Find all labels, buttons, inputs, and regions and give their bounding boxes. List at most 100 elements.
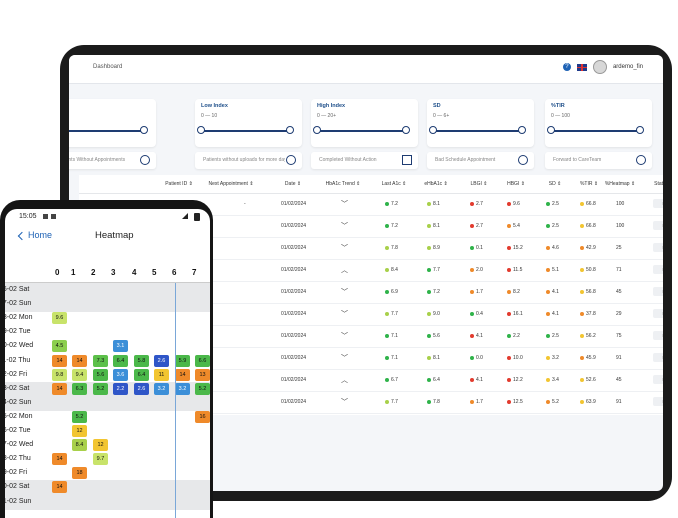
slider-track[interactable]	[551, 130, 640, 132]
table-row[interactable]: 01/02/2024 ﹀ 6.9 7.2 1.7 8.2 4.1 56.8 45 New	[79, 281, 663, 304]
table-row[interactable]: 01/02/2024 ﹀ 7.7 7.8 1.7 12.5 5.2 63.9 91 New	[79, 391, 663, 414]
heatmap-cell[interactable]: 16	[195, 410, 210, 423]
heatmap-cell[interactable]: 9.4	[72, 368, 87, 381]
heatmap-cell[interactable]: 14	[52, 481, 67, 494]
table-row[interactable]: 01/02/2024 ﹀ 7.1 8.1 0.0 10.0 3.2 45.9 91 New	[79, 347, 663, 370]
filter-card[interactable]: Low Index 0 — 10	[195, 99, 302, 147]
column-header[interactable]: Next Appointment ⇕	[208, 181, 254, 187]
status-badge[interactable]: New	[653, 353, 663, 362]
heatmap-cell[interactable]: 12	[93, 439, 108, 452]
slider-handle-max[interactable]	[402, 126, 410, 134]
filter-card[interactable]: SD 0 — 6+	[427, 99, 534, 147]
chevron-down-icon[interactable]: ﹀	[341, 201, 348, 208]
heatmap-cell[interactable]: 5.6	[93, 368, 108, 381]
help-icon[interactable]: ?	[562, 63, 571, 71]
uk-flag-icon[interactable]	[576, 63, 587, 71]
slider-handle-max[interactable]	[518, 126, 526, 134]
action-button[interactable]: Forward to CareTeam	[545, 152, 652, 169]
table-row[interactable]: 01/02/2024 ︿ 6.7 6.4 4.1 12.2 3.4 52.6 45 New	[79, 369, 663, 392]
table-row[interactable]: 01/02/2024 ﹀ 7.8 8.9 0.1 15.2 4.6 42.9 25 New	[79, 237, 663, 260]
column-header[interactable]: SD ⇕	[548, 181, 562, 187]
status-badge[interactable]: New	[653, 309, 663, 318]
status-badge[interactable]: New	[653, 331, 663, 340]
heatmap-cell[interactable]: 3.2	[175, 382, 190, 395]
status-badge[interactable]: New	[653, 243, 663, 252]
table-row[interactable]: 01/02/2024 ︿ 8.4 7.7 2.0 11.5 5.1 50.8 71 New	[79, 259, 663, 282]
heatmap-cell[interactable]: 6.3	[72, 382, 87, 395]
heatmap-cell[interactable]: 14	[52, 354, 67, 367]
heatmap-cell[interactable]: 2.6	[134, 382, 149, 395]
avatar[interactable]	[592, 60, 607, 74]
column-header[interactable]: Status ⇕	[654, 181, 663, 187]
slider-handle-min[interactable]	[547, 126, 555, 134]
chevron-down-icon[interactable]: ﹀	[341, 245, 348, 252]
column-header[interactable]: LBGI ⇕	[470, 181, 488, 187]
filter-card[interactable]: High Index 0 — 20+	[311, 99, 418, 147]
heatmap-cell[interactable]: 12	[72, 425, 87, 437]
chevron-down-icon[interactable]: ﹀	[341, 355, 348, 362]
column-header[interactable]: eHbA1c ⇕	[424, 181, 448, 187]
chevron-down-icon[interactable]: ﹀	[341, 399, 348, 406]
action-button[interactable]: Completed Without Action	[311, 152, 418, 169]
heatmap-cell[interactable]: 3.6	[113, 368, 128, 381]
heatmap-cell[interactable]: 9.8	[52, 368, 67, 381]
action-button[interactable]: Patients without uploads for more days t…	[195, 152, 302, 169]
heatmap-cell[interactable]: 8.4	[72, 439, 87, 452]
slider-handle-max[interactable]	[636, 126, 644, 134]
heatmap-cell[interactable]: 11	[154, 368, 169, 381]
heatmap-cell[interactable]: 3.2	[154, 382, 169, 395]
chevron-down-icon[interactable]: ﹀	[341, 223, 348, 230]
column-header[interactable]: Last A1c ⇕	[381, 181, 407, 187]
column-header[interactable]: Date ⇕	[284, 181, 302, 187]
heatmap-cell[interactable]: 3.1	[113, 340, 128, 353]
slider-handle-min[interactable]	[429, 126, 437, 134]
heatmap-cell[interactable]: 5.2	[195, 382, 210, 395]
slider-handle-min[interactable]	[313, 126, 321, 134]
chevron-up-icon[interactable]: ︿	[341, 267, 348, 274]
status-badge[interactable]: New	[653, 265, 663, 274]
slider-handle-min[interactable]	[197, 126, 205, 134]
heatmap-cell[interactable]: 5.2	[93, 382, 108, 395]
heatmap-grid[interactable]: 06-02 Sat 07-02 Sun 08-02 Mon 9.6 09-02 Tue 1…	[5, 283, 210, 518]
action-button[interactable]: Bad Schedule Appointment	[427, 152, 534, 169]
heatmap-cell[interactable]: 14	[52, 382, 67, 395]
heatmap-cell[interactable]: 14	[72, 354, 87, 367]
table-row[interactable]: 01/02/2024 ﹀ 7.7 9.0 0.4 16.1 4.1 37.8 29 New	[79, 303, 663, 326]
table-row[interactable]: 01/02/2024 ﹀ 7.2 8.1 2.7 5.4 2.5 66.8 100 New	[79, 215, 663, 238]
slider-handle-max[interactable]	[140, 126, 148, 134]
chevron-down-icon[interactable]: ﹀	[341, 311, 348, 318]
heatmap-cell[interactable]: 9.6	[52, 312, 67, 325]
username[interactable]: ardemo_fin	[612, 64, 643, 70]
action-button[interactable]: Patients Without Appointments	[69, 152, 156, 169]
heatmap-cell[interactable]: 14	[175, 368, 190, 381]
heatmap-cell[interactable]: 6.4	[113, 354, 128, 367]
status-badge[interactable]: New	[653, 397, 663, 406]
status-badge[interactable]: New	[653, 199, 663, 208]
back-button[interactable]: Home	[28, 230, 53, 240]
heatmap-cell[interactable]: 4.5	[52, 340, 67, 353]
heatmap-cell[interactable]: 7.3	[93, 354, 108, 367]
column-header[interactable]: %Heatmap ⇕	[604, 181, 636, 187]
column-header[interactable]: HbA1c Trend ⇕	[325, 181, 361, 187]
chevron-up-icon[interactable]: ︿	[341, 377, 348, 384]
slider-track[interactable]	[201, 130, 290, 132]
column-header[interactable]: Patient ID ⇕	[165, 181, 193, 187]
heatmap-cell[interactable]: 5.9	[175, 354, 190, 367]
chevron-down-icon[interactable]: ﹀	[341, 289, 348, 296]
heatmap-cell[interactable]: 5.8	[134, 354, 149, 367]
status-badge[interactable]: New	[653, 221, 663, 230]
column-header[interactable]: HBGI ⇕	[507, 181, 525, 187]
slider-handle-max[interactable]	[286, 126, 294, 134]
slider-track[interactable]	[317, 130, 406, 132]
slider-track[interactable]	[433, 130, 522, 132]
filter-card[interactable]: A1c20+	[69, 99, 156, 147]
heatmap-cell[interactable]: 6.4	[134, 368, 149, 381]
status-badge[interactable]: New	[653, 375, 663, 384]
back-chevron-icon[interactable]	[17, 231, 27, 241]
heatmap-cell[interactable]: 9.7	[93, 453, 108, 466]
heatmap-cell[interactable]: 6.6	[195, 354, 210, 367]
heatmap-cell[interactable]: 14	[52, 453, 67, 466]
heatmap-cell[interactable]: 13	[195, 368, 210, 381]
chevron-down-icon[interactable]: ﹀	[341, 333, 348, 340]
status-badge[interactable]: New	[653, 287, 663, 296]
